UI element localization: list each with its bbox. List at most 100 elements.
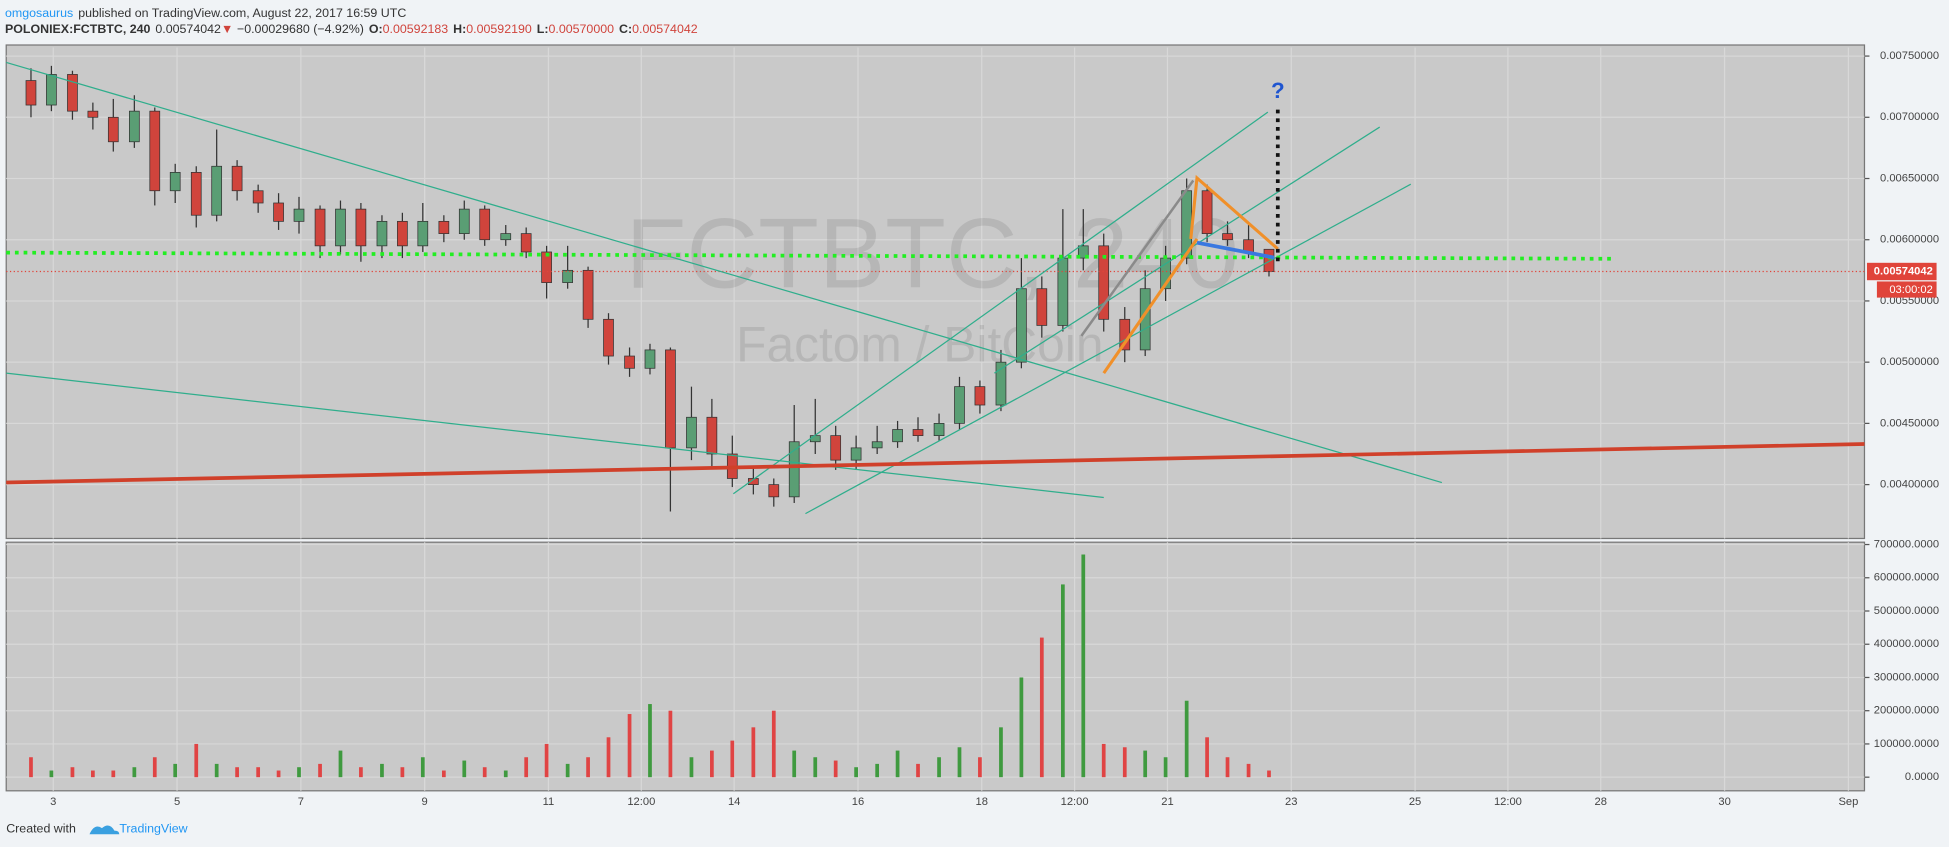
- footer-brand[interactable]: TradingView: [119, 822, 187, 836]
- volume-tick-label: 0.0000: [1905, 771, 1939, 783]
- last: 0.00574042: [155, 22, 221, 36]
- candle-body: [686, 416, 697, 449]
- candle-body: [25, 80, 37, 106]
- c-value: 0.00574042: [632, 22, 698, 36]
- candle-body: [107, 116, 119, 143]
- price-badge: [1866, 262, 1937, 281]
- volume-bar: [256, 767, 261, 778]
- header-line1: omgosaurus published on TradingView.com, …: [5, 6, 406, 20]
- volume-bar: [214, 763, 219, 778]
- volume-bar: [380, 763, 384, 778]
- x-tick-label: 12:00: [1494, 796, 1522, 808]
- candle-body: [1222, 233, 1233, 241]
- volume-bar: [29, 757, 33, 778]
- author[interactable]: omgosaurus: [5, 6, 73, 20]
- candle-body: [376, 220, 388, 247]
- volume-bar: [318, 763, 322, 778]
- volume-bar: [978, 757, 982, 778]
- x-tick-label: 7: [298, 796, 304, 808]
- x-tick-label: 21: [1161, 796, 1173, 808]
- candle-body: [273, 202, 284, 222]
- x-tick-label: 30: [1718, 796, 1730, 808]
- candle-body: [871, 441, 883, 449]
- countdown-label: 03:00:02: [1889, 284, 1933, 296]
- c-label: C:: [619, 22, 632, 36]
- volume-bar: [813, 757, 818, 778]
- o-label: O:: [369, 22, 383, 36]
- candle-body: [954, 386, 965, 424]
- volume-bar: [937, 757, 941, 778]
- volume-bar: [916, 763, 920, 778]
- volume-bar: [1060, 584, 1065, 778]
- x-tick-label: 23: [1285, 796, 1297, 808]
- volume-bar: [1163, 757, 1168, 778]
- arrow: ▼: [221, 22, 233, 36]
- l-label: L:: [537, 22, 549, 36]
- x-tick-label: 18: [976, 796, 988, 808]
- candle-body: [314, 208, 326, 247]
- volume-tick-label: 600000.0000: [1874, 572, 1939, 584]
- candle-body: [562, 269, 574, 283]
- channel-line: [805, 183, 1412, 515]
- volume-bar: [338, 750, 343, 778]
- candle-body: [1057, 257, 1069, 326]
- volume-bar: [194, 743, 199, 778]
- volume-bar: [70, 767, 75, 778]
- support-line: [6, 442, 1865, 485]
- candle-body: [500, 233, 512, 241]
- y-tick-label: 0.00700000: [1880, 111, 1939, 123]
- volume-bar: [875, 763, 880, 778]
- x-tick-label: 9: [422, 796, 428, 808]
- candle-body: [293, 208, 305, 222]
- volume-bar: [586, 757, 590, 778]
- countdown-badge: [1876, 281, 1937, 298]
- footer-created: Created with: [6, 822, 76, 836]
- x-tick-label: 12:00: [627, 796, 655, 808]
- candle-body: [665, 349, 676, 449]
- candle-body: [644, 349, 656, 369]
- trend-line: [6, 61, 1443, 484]
- volume-bar: [730, 740, 735, 778]
- volume-bar: [1019, 677, 1024, 778]
- grid: [6, 47, 1865, 791]
- volume-bar: [544, 743, 549, 778]
- price-pane: [5, 44, 1866, 540]
- volume-bar: [524, 757, 529, 778]
- volume-bar: [606, 737, 611, 778]
- volume-tick-label: 700000.0000: [1874, 538, 1939, 550]
- candle-body: [252, 190, 264, 204]
- candle-body: [87, 110, 99, 118]
- candle-body: [582, 269, 594, 320]
- volume-bar: [1267, 770, 1271, 778]
- candle-body: [933, 423, 945, 437]
- candle-body: [1016, 288, 1027, 363]
- symbol: POLONIEX:FCTBTC, 240: [5, 22, 151, 36]
- candle-body: [1201, 190, 1213, 234]
- pattern-line: [1189, 174, 1279, 251]
- volume-bar: [833, 760, 838, 778]
- candle-body: [355, 208, 367, 247]
- volume-bar: [297, 767, 301, 778]
- candle-body: [892, 429, 903, 443]
- y-tick-label: 0.00750000: [1880, 50, 1939, 62]
- pattern-line: [1196, 240, 1275, 260]
- volume-bar: [1081, 554, 1086, 778]
- volume-bar: [462, 760, 467, 778]
- x-tick-label: 25: [1409, 796, 1421, 808]
- candle-body: [788, 441, 800, 498]
- volume-bar: [999, 727, 1003, 778]
- volume-bar: [276, 770, 281, 778]
- l-value: 0.00570000: [548, 22, 614, 36]
- volume-bar: [441, 770, 446, 778]
- change: −0.00029680 (−4.92%): [237, 22, 364, 36]
- marks: [6, 65, 1865, 778]
- candle-body: [520, 233, 532, 253]
- x-tick-label: 11: [543, 796, 555, 808]
- volume-bar: [1143, 750, 1148, 778]
- volume-bar: [1184, 700, 1189, 778]
- volume-bar: [173, 763, 178, 778]
- candle-body: [479, 208, 491, 241]
- logo[interactable]: [89, 825, 120, 835]
